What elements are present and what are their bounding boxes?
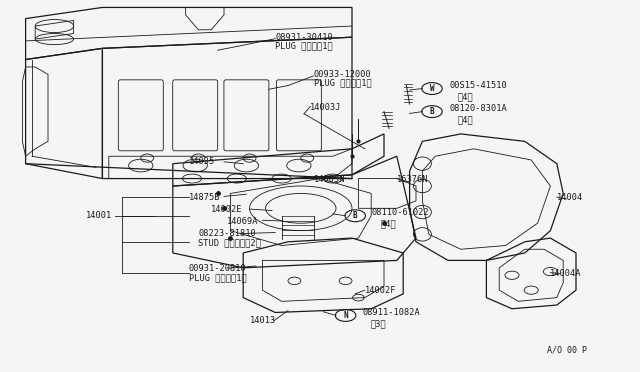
Text: （4）: （4） xyxy=(458,92,474,101)
Text: 08911-1082A: 08911-1082A xyxy=(362,308,420,317)
Text: 14003N: 14003N xyxy=(314,175,345,184)
Text: PLUG プラグ（1）: PLUG プラグ（1） xyxy=(189,273,246,282)
Text: 16376N: 16376N xyxy=(397,175,428,184)
Text: 14013: 14013 xyxy=(250,316,276,325)
Text: 00933-12000: 00933-12000 xyxy=(314,70,371,79)
Text: B: B xyxy=(353,211,358,220)
Text: （3）: （3） xyxy=(371,319,387,328)
Text: 14875B: 14875B xyxy=(189,193,220,202)
Text: 14004A: 14004A xyxy=(550,269,582,278)
Text: 08110-61022: 08110-61022 xyxy=(372,208,429,217)
Text: （4）: （4） xyxy=(380,219,396,228)
Text: 08120-8301A: 08120-8301A xyxy=(449,104,507,113)
Text: 14004: 14004 xyxy=(557,193,583,202)
Text: 00S15-41510: 00S15-41510 xyxy=(449,81,507,90)
Text: PLUG プラグ（1）: PLUG プラグ（1） xyxy=(275,42,333,51)
Text: 14003J: 14003J xyxy=(310,103,342,112)
Text: PLUG プラグ（1）: PLUG プラグ（1） xyxy=(314,79,371,88)
Text: 14069A: 14069A xyxy=(227,217,259,226)
Text: N: N xyxy=(343,311,348,320)
Text: 08223-81810: 08223-81810 xyxy=(198,230,256,238)
Text: STUD スタッド（2）: STUD スタッド（2） xyxy=(198,238,261,247)
Text: 14035: 14035 xyxy=(189,157,215,166)
Text: B: B xyxy=(429,107,435,116)
Text: A/O 00 P: A/O 00 P xyxy=(547,346,588,355)
Text: 00931-20810: 00931-20810 xyxy=(189,264,246,273)
Text: 14002F: 14002F xyxy=(365,286,396,295)
Text: W: W xyxy=(429,84,435,93)
Text: （4）: （4） xyxy=(458,115,474,124)
Text: 14002E: 14002E xyxy=(211,205,243,214)
Text: 08931-30410: 08931-30410 xyxy=(275,33,333,42)
Text: 14001: 14001 xyxy=(86,211,113,220)
